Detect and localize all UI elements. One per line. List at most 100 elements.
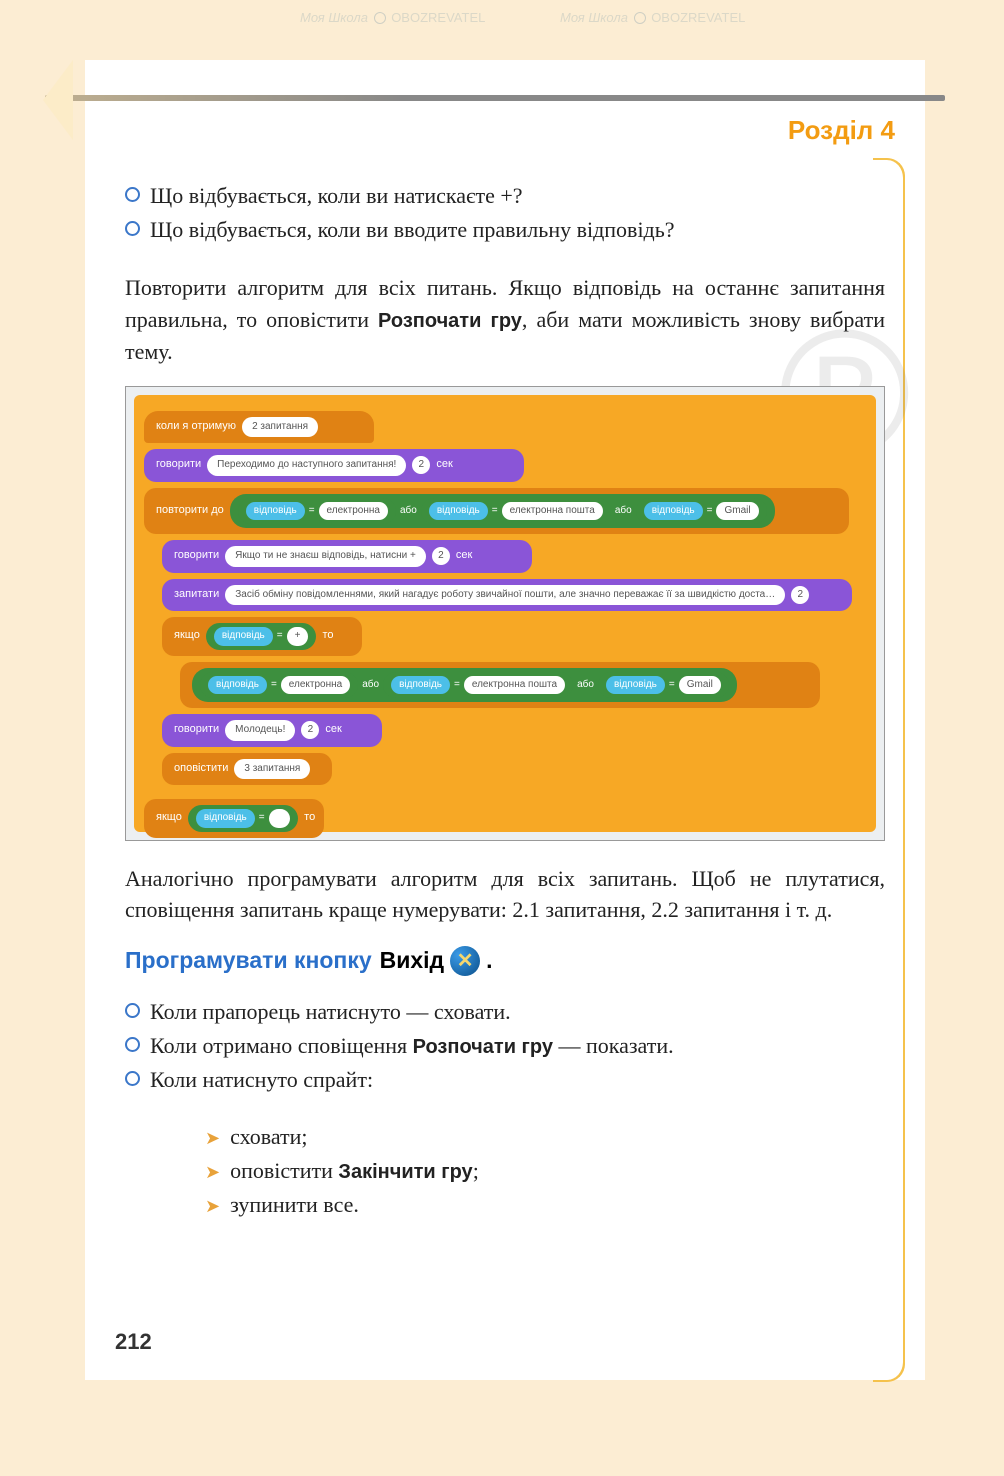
scratch-say-block: говорити Переходимо до наступного запита…: [144, 449, 524, 482]
question-item: Що відбувається, коли ви вводите правиль…: [125, 214, 885, 246]
header-arrow-decoration: [43, 60, 73, 140]
block-unit: сек: [436, 457, 452, 473]
page-number: 212: [115, 1329, 152, 1355]
heading-blue-text: Програмувати кнопку: [125, 944, 372, 977]
scratch-script-area: коли я отримую 2 запитання говорити Пере…: [134, 395, 876, 832]
circle-bullet-icon: [125, 1037, 140, 1052]
question-text: Що відбувається, коли ви вводите правиль…: [150, 214, 675, 246]
then-label: то: [304, 810, 315, 826]
heading-black-text: Вихід: [380, 944, 445, 977]
scratch-equals-operator: відповідь =: [188, 805, 298, 832]
exit-sprite-icon: ✕: [450, 946, 480, 976]
scratch-repeat-until-block: повторити до відповідь = електронна або …: [144, 488, 849, 535]
scratch-or-operator: відповідь = електронна або відповідь = е…: [192, 668, 737, 703]
scratch-equals-operator: відповідь = Gmail: [636, 498, 767, 525]
block-arg: 3 запитання: [234, 759, 310, 780]
scratch-broadcast-block: оповістити 3 запитання: [162, 753, 332, 786]
list-item: Коли отримано сповіщення Розпочати гру —…: [125, 1030, 885, 1062]
sub-item-text: оповістити Закінчити гру;: [230, 1155, 479, 1187]
scratch-say-block: говорити Якщо ти не знаєш відповідь, нат…: [162, 540, 532, 573]
scratch-equals-operator: відповідь = +: [206, 623, 317, 650]
scratch-equals-operator: відповідь = електронна: [200, 672, 358, 699]
heading-black-part: Вихід ✕ .: [380, 944, 493, 977]
answer-reporter: відповідь: [391, 676, 450, 695]
circle-bullet-icon: [125, 187, 140, 202]
circle-bullet-icon: [125, 221, 140, 236]
bold-term: Розпочати гру: [378, 310, 522, 332]
block-label: запитати: [174, 587, 219, 603]
block-arg: Якщо ти не знаєш відповідь, натисни +: [225, 546, 426, 567]
item-text: Коли отримано сповіщення Розпочати гру —…: [150, 1030, 674, 1062]
bold-term: Закінчити гру: [338, 1161, 472, 1183]
block-label: говорити: [156, 457, 201, 473]
or-label: або: [577, 678, 594, 693]
text-part: ;: [473, 1158, 479, 1183]
subheading: Програмувати кнопку Вихід ✕ .: [125, 944, 885, 977]
paragraph: Повторити алгоритм для всіх питань. Якщо…: [125, 272, 885, 368]
paragraph: Аналогічно програмувати алгоритм для всі…: [125, 863, 885, 927]
value: Gmail: [716, 502, 758, 521]
sub-instruction-list: ➤ сховати; ➤ оповістити Закінчити гру; ➤…: [205, 1121, 885, 1221]
value: електронна: [281, 676, 350, 695]
block-unit: сек: [456, 548, 472, 564]
triangle-bullet-icon: ➤: [205, 1125, 220, 1151]
scratch-condition-row: відповідь = електронна або відповідь = е…: [180, 662, 820, 709]
block-arg: Переходимо до наступного запитання!: [207, 455, 406, 476]
scratch-equals-operator: відповідь = Gmail: [598, 672, 729, 699]
heading-dot: .: [486, 944, 492, 977]
scratch-hat-block: коли я отримую 2 запитання: [144, 411, 374, 444]
watermark-text: Моя Школа OBOZREVATEL: [300, 10, 485, 25]
circle-bullet-icon: [125, 1071, 140, 1086]
question-list: Що відбувається, коли ви натискаєте +? Щ…: [125, 180, 885, 246]
sub-item-text: сховати;: [230, 1121, 307, 1153]
list-item: Коли прапорець натиснуто — сховати.: [125, 996, 885, 1028]
question-item: Що відбувається, коли ви натискаєте +?: [125, 180, 885, 212]
block-label: оповістити: [174, 761, 228, 777]
text-part: — показати.: [553, 1033, 674, 1058]
block-arg: Молодець!: [225, 720, 295, 741]
answer-reporter: відповідь: [429, 502, 488, 521]
scratch-equals-operator: відповідь = електронна: [238, 498, 396, 525]
block-arg: Засіб обміну повідомленнями, який нагаду…: [225, 585, 785, 606]
text-part: Коли отримано сповіщення: [150, 1033, 413, 1058]
sub-list-item: ➤ зупинити все.: [205, 1189, 885, 1221]
list-item: Коли натиснуто спрайт:: [125, 1064, 885, 1096]
answer-reporter: відповідь: [644, 502, 703, 521]
value: електронна пошта: [464, 676, 565, 695]
then-label: то: [322, 628, 333, 644]
answer-reporter: відповідь: [196, 809, 255, 828]
answer-reporter: відповідь: [246, 502, 305, 521]
block-label: говорити: [174, 722, 219, 738]
scratch-ask-block: запитати Засіб обміну повідомленнями, як…: [162, 579, 852, 612]
section-title: Розділ 4: [788, 115, 895, 146]
block-arg: 2 запитання: [242, 417, 318, 438]
block-label: якщо: [156, 810, 182, 826]
scratch-if-block: якщо відповідь = то: [144, 799, 324, 838]
text-part: оповістити: [230, 1158, 338, 1183]
block-num: 2: [412, 456, 430, 474]
textbook-page: Розділ 4 ® Що відбувається, коли ви нати…: [85, 60, 925, 1380]
or-label: або: [615, 504, 632, 519]
block-num: 2: [791, 586, 809, 604]
question-text: Що відбувається, коли ви натискаєте +?: [150, 180, 523, 212]
block-num: 2: [432, 547, 450, 565]
scratch-if-block: якщо відповідь = + то: [162, 617, 362, 656]
value: [269, 809, 291, 828]
triangle-bullet-icon: ➤: [205, 1193, 220, 1219]
block-unit: сек: [325, 722, 341, 738]
answer-reporter: відповідь: [208, 676, 267, 695]
watermark-text: Моя Школа OBOZREVATEL: [560, 10, 745, 25]
value: електронна: [319, 502, 388, 521]
bold-term: Розпочати гру: [413, 1036, 553, 1058]
answer-reporter: відповідь: [606, 676, 665, 695]
scratch-equals-operator: відповідь = електронна пошта: [383, 672, 573, 699]
sub-list-item: ➤ сховати;: [205, 1121, 885, 1153]
answer-reporter: відповідь: [214, 627, 273, 646]
value: Gmail: [679, 676, 721, 695]
block-label: говорити: [174, 548, 219, 564]
or-label: або: [362, 678, 379, 693]
scratch-screenshot: коли я отримую 2 запитання говорити Пере…: [125, 386, 885, 841]
block-num: 2: [301, 721, 319, 739]
triangle-bullet-icon: ➤: [205, 1159, 220, 1185]
block-label: коли я отримую: [156, 419, 236, 435]
